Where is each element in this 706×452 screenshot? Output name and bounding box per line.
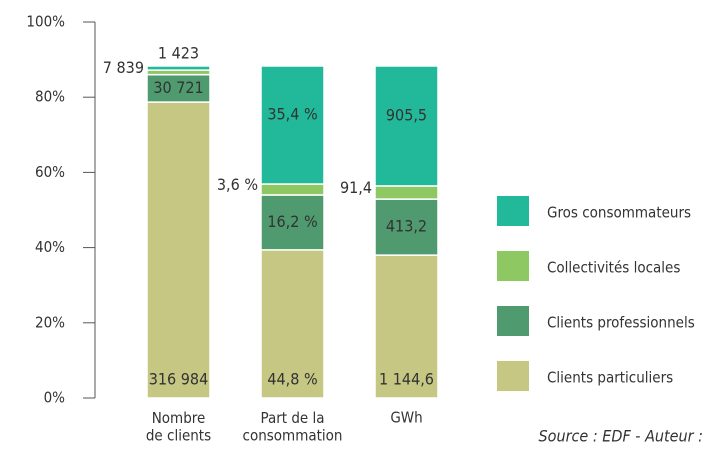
value-label: 1 144,6 (379, 370, 434, 389)
bar-segment (374, 185, 439, 200)
legend-swatch (497, 361, 529, 391)
legend-label: Clients particuliers (547, 369, 673, 387)
y-tick-label: 80% (35, 88, 65, 106)
bar-segment (260, 249, 325, 399)
value-label: 91,4 (340, 178, 372, 197)
y-tick-label: 40% (35, 238, 65, 256)
value-label: 35,4 % (267, 105, 317, 124)
x-tick-label: GWh (390, 409, 422, 427)
legend-label: Gros consommateurs (547, 204, 691, 222)
x-tick-label: Nombre de clients (146, 409, 211, 444)
bar-segment (146, 65, 211, 71)
value-label: 7 839 (103, 58, 144, 77)
legend-swatch (497, 251, 529, 281)
value-label: 3,6 % (217, 175, 258, 194)
y-tick-label: 60% (35, 163, 65, 181)
bar-segment (146, 73, 211, 103)
x-tick-label: Part de la consommation (243, 409, 343, 444)
legend-swatch (497, 306, 529, 336)
source-note: Source : EDF - Auteur : (539, 427, 703, 446)
bar-segment (374, 198, 439, 256)
legend-label: Clients professionnels (547, 314, 695, 332)
value-label: 1 423 (158, 43, 199, 62)
bar-segment (374, 254, 439, 399)
legend-swatch (497, 196, 529, 226)
bar-segment (260, 194, 325, 251)
value-label: 905,5 (386, 105, 427, 124)
bar-segment (374, 65, 439, 187)
value-label: 30 721 (153, 78, 203, 97)
value-label: 316 984 (149, 370, 209, 389)
value-label: 16,2 % (267, 212, 317, 231)
value-label: 413,2 (386, 217, 427, 236)
y-tick-label: 100% (26, 13, 65, 31)
value-label: 44,8 % (267, 370, 317, 389)
y-tick-label: 20% (35, 313, 65, 331)
bar-segment (260, 183, 325, 196)
bar-segment (146, 101, 211, 399)
legend-label: Collectivités locales (547, 259, 680, 277)
bar-segment (260, 65, 325, 185)
y-tick-label: 0% (44, 389, 66, 407)
